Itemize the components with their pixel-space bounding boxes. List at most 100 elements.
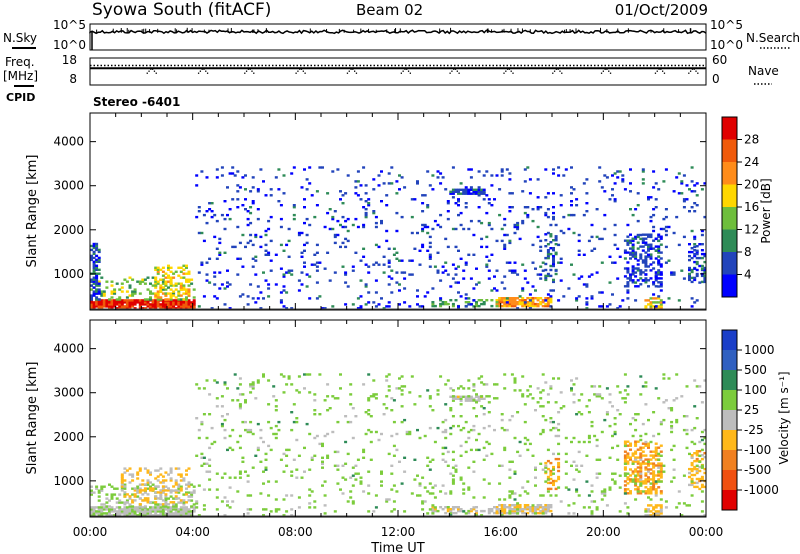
nave-dip-dot (197, 72, 200, 74)
heatmap-cell (141, 508, 145, 511)
heatmap-cell (133, 514, 137, 517)
heatmap-cell (172, 284, 176, 287)
heatmap-cell (226, 281, 229, 284)
heatmap-cell (149, 307, 152, 310)
heatmap-cell (143, 483, 147, 486)
heatmap-cell (282, 452, 286, 456)
heatmap-cell (169, 469, 173, 472)
heatmap-cell (115, 512, 119, 515)
heatmap-cell (305, 285, 309, 288)
heatmap-cell (451, 166, 455, 169)
heatmap-cell (451, 190, 455, 193)
heatmap-cell (125, 299, 129, 302)
heatmap-cell (580, 393, 584, 396)
heatmap-cell (688, 258, 691, 262)
heatmap-cell (682, 428, 686, 432)
heatmap-cell (313, 413, 317, 416)
heatmap-cell (439, 304, 443, 308)
heatmap-cell (428, 492, 432, 495)
heatmap-cell (636, 263, 640, 266)
heatmap-cell (495, 299, 499, 302)
heatmap-cell (531, 299, 535, 302)
heatmap-cell (703, 278, 707, 282)
heatmap-cell (572, 436, 576, 440)
heatmap-cell (331, 430, 335, 434)
heatmap-cell (521, 304, 525, 308)
heatmap-cell (539, 511, 543, 515)
heatmap-cell (164, 485, 168, 488)
colorbar-segment (722, 139, 737, 163)
heatmap-cell (279, 217, 283, 221)
heatmap-cell (508, 490, 512, 493)
heatmap-cell (262, 375, 265, 378)
heatmap-cell (179, 307, 183, 310)
heatmap-cell (387, 305, 391, 308)
heatmap-cell (385, 239, 389, 243)
heatmap-cell (557, 377, 561, 380)
heatmap-cell (292, 458, 296, 461)
heatmap-cell (672, 444, 676, 448)
heatmap-cell (349, 383, 353, 386)
colorbar-segment (722, 370, 737, 391)
heatmap-cell (339, 373, 342, 376)
heatmap-cell (652, 261, 656, 264)
heatmap-cell (623, 267, 627, 270)
heatmap-cell (572, 478, 576, 481)
heatmap-cell (246, 480, 250, 483)
heatmap-cell (688, 188, 691, 191)
nave-dip-dot (553, 70, 556, 72)
heatmap-cell (616, 277, 620, 280)
nave-dip-dot (247, 68, 250, 70)
heatmap-cell (315, 251, 319, 254)
heatmap-cell (367, 271, 371, 274)
heatmap-cell (444, 403, 448, 406)
heatmap-cell (457, 188, 460, 191)
heatmap-cell (570, 200, 573, 203)
heatmap-cell (647, 235, 650, 238)
heatmap-cell (115, 510, 119, 513)
heatmap-cell (164, 282, 168, 285)
heatmap-cell (192, 305, 196, 308)
heatmap-cell (113, 508, 117, 511)
heatmap-cell (149, 514, 152, 517)
heatmap-cell (421, 223, 425, 227)
heatmap-cell (251, 265, 255, 268)
heatmap-cell (395, 490, 399, 493)
heatmap-cell (233, 245, 237, 249)
heatmap-cell (161, 481, 165, 484)
heatmap-cell (657, 464, 661, 467)
heatmap-cell (480, 375, 484, 378)
heatmap-cell (526, 480, 530, 483)
heatmap-cell (639, 452, 643, 455)
heatmap-cell (546, 478, 550, 481)
heatmap-cell (690, 494, 694, 497)
heatmap-cell (510, 271, 514, 274)
heatmap-cell (659, 235, 663, 238)
heatmap-cell (123, 503, 127, 506)
heatmap-cell (185, 508, 188, 511)
heatmap-cell (582, 213, 586, 217)
nave-right-tick-top: 60 (712, 53, 727, 67)
heatmap-cell (536, 506, 540, 509)
heatmap-cell (631, 237, 635, 241)
heatmap-cell (344, 415, 348, 418)
colorbar-tick-label: -500 (744, 463, 771, 477)
heatmap-cell (657, 478, 661, 481)
heatmap-cell (267, 227, 271, 231)
heatmap-cell (143, 303, 147, 306)
heatmap-cell (125, 280, 129, 283)
heatmap-cell (436, 271, 440, 274)
heatmap-cell (564, 436, 568, 440)
heatmap-cell (256, 448, 260, 452)
heatmap-cell (475, 438, 478, 442)
heatmap-cell (220, 405, 224, 408)
heatmap-cell (541, 494, 545, 497)
heatmap-cell (182, 284, 186, 287)
heatmap-cell (647, 418, 650, 422)
heatmap-cell (490, 452, 494, 456)
heatmap-cell (644, 462, 648, 465)
heatmap-cell (241, 176, 245, 179)
heatmap-cell (444, 261, 448, 264)
heatmap-cell (570, 464, 573, 467)
heatmap-cell (513, 472, 517, 475)
